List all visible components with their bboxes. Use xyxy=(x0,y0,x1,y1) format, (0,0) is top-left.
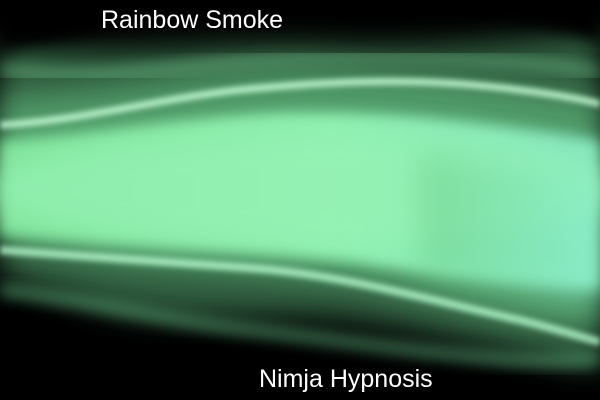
subtitle-text: Nimja Hypnosis xyxy=(259,365,433,393)
title-text: Rainbow Smoke xyxy=(101,6,284,34)
